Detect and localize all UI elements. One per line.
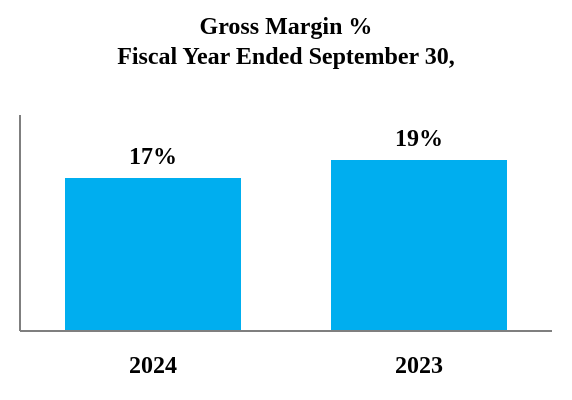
x-tick-label-2024: 2024 [129,353,177,379]
x-tick-label-2023: 2023 [395,353,443,379]
data-label-2023: 19% [395,126,443,152]
chart-title-line-1: Gross Margin % [199,14,373,40]
bars-layer: 17% 19% [65,126,507,331]
data-label-2024: 17% [129,144,177,170]
bar-2024 [65,178,241,331]
bar-2023 [331,160,507,331]
chart-title-line-2: Fiscal Year Ended September 30, [117,44,455,70]
chart-title: Gross Margin % Fiscal Year Ended Septemb… [0,12,572,72]
